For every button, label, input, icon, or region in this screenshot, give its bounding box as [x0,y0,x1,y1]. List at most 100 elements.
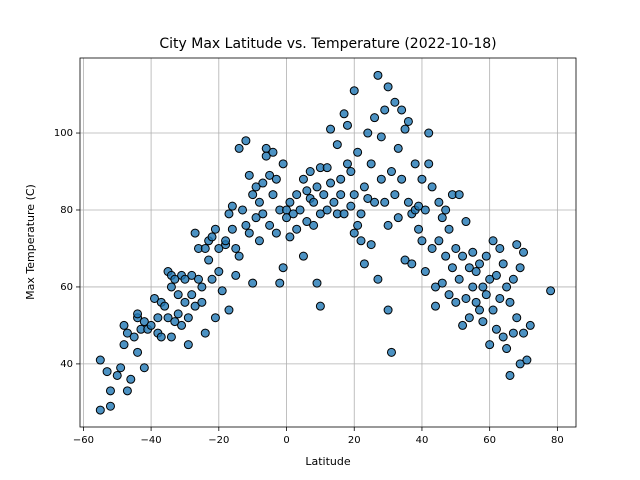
point [393,143,403,153]
point [495,243,505,253]
point [210,224,220,234]
point [200,243,210,253]
point [251,182,261,192]
point [183,340,193,350]
point [471,267,481,277]
point [407,259,417,269]
point [461,217,471,227]
point [386,347,396,357]
point [464,263,474,273]
point [254,197,264,207]
point [386,167,396,177]
point [458,320,468,330]
point [488,305,498,315]
point [315,209,325,219]
point [329,197,339,207]
point [366,159,376,169]
point [231,243,241,253]
point [515,359,525,369]
point [444,224,454,234]
point [546,286,556,296]
point [116,363,126,373]
point [505,370,515,380]
point [420,267,430,277]
point [512,240,522,250]
point [519,328,529,338]
point [383,305,393,315]
point [122,386,132,396]
point [234,251,244,261]
point [217,286,227,296]
point [427,182,437,192]
point [380,105,390,115]
point [332,140,342,150]
point [502,344,512,354]
point [519,247,529,257]
point [336,190,346,200]
point [105,401,115,411]
point [95,355,105,365]
point [383,220,393,230]
chart-title: City Max Latitude vs. Temperature (2022-… [159,36,496,52]
point [339,209,349,219]
point [312,278,322,288]
point [173,290,183,300]
point [403,197,413,207]
point [207,232,217,242]
point [376,132,386,142]
point [183,313,193,323]
point [414,224,424,234]
point [170,317,180,327]
point [282,213,292,223]
x-tick-label: −60 [73,435,94,446]
point [441,205,451,215]
y-tick-label: 60 [60,282,73,293]
point [437,278,447,288]
point [221,236,231,246]
point [187,290,197,300]
point [166,332,176,342]
point [410,159,420,169]
point [464,313,474,323]
point [261,151,271,161]
point [187,270,197,280]
point [204,255,214,265]
point [251,213,261,223]
x-tick-label: −40 [141,435,162,446]
point [224,305,234,315]
y-axis-label: Max Temperature (C) [24,184,37,300]
point [119,320,129,330]
point [522,355,532,365]
point [312,182,322,192]
point [376,174,386,184]
point [400,124,410,134]
point [102,367,112,377]
point [275,278,285,288]
point [190,228,200,238]
point [126,374,136,384]
point [424,128,434,138]
point [268,190,278,200]
point [224,209,234,219]
point [139,317,149,327]
point [163,313,173,323]
point [430,301,440,311]
point [119,340,129,350]
point [326,124,336,134]
point [454,190,464,200]
point [478,317,488,327]
point [502,282,512,292]
point [427,243,437,253]
point [285,232,295,242]
point [227,224,237,234]
point [461,293,471,303]
point [210,313,220,323]
point [366,240,376,250]
point [363,128,373,138]
point [227,201,237,211]
point [430,282,440,292]
point [309,220,319,230]
point [342,159,352,169]
point [122,328,132,338]
point [265,220,275,230]
